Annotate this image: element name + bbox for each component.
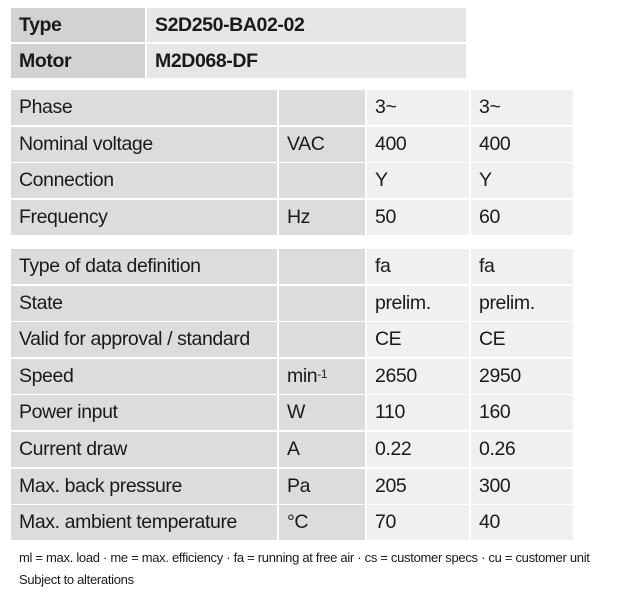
value-1: fa bbox=[367, 249, 469, 284]
value-2: 40 bbox=[471, 505, 573, 541]
value-1: 110 bbox=[367, 395, 469, 431]
value-1: 70 bbox=[367, 505, 469, 541]
unit: Hz bbox=[279, 199, 365, 235]
row-label: Max. ambient temperature bbox=[11, 505, 277, 541]
row-label: Frequency bbox=[11, 199, 277, 235]
value-1: 0.22 bbox=[367, 432, 469, 467]
unit: W bbox=[279, 395, 365, 431]
row-label: State bbox=[11, 285, 277, 321]
row-label: Connection bbox=[11, 163, 277, 199]
value-1: 50 bbox=[367, 199, 469, 235]
value-2: 3~ bbox=[471, 90, 573, 125]
value-1: Y bbox=[367, 163, 469, 199]
value-1: prelim. bbox=[367, 285, 469, 321]
row-label: Valid for approval / standard bbox=[11, 322, 277, 358]
footnote: Subject to alterations bbox=[19, 572, 134, 587]
value-2: 400 bbox=[471, 126, 573, 162]
value-2: 60 bbox=[471, 199, 573, 235]
unit: A bbox=[279, 432, 365, 467]
value-1: CE bbox=[367, 322, 469, 358]
value-2: 300 bbox=[471, 468, 573, 504]
value-2: 2950 bbox=[471, 358, 573, 394]
header-label: Motor bbox=[11, 44, 145, 78]
unit: Pa bbox=[279, 468, 365, 504]
unit: °C bbox=[279, 505, 365, 541]
unit-base: min bbox=[287, 364, 318, 387]
unit-exponent: -1 bbox=[317, 367, 328, 382]
value-2: 0.26 bbox=[471, 432, 573, 467]
row-label: Type of data definition bbox=[11, 249, 277, 284]
value-2: CE bbox=[471, 322, 573, 358]
header-label: Type bbox=[11, 8, 145, 42]
row-label: Current draw bbox=[11, 432, 277, 467]
value-1: 205 bbox=[367, 468, 469, 504]
row-label: Phase bbox=[11, 90, 277, 125]
header-value: S2D250-BA02-02 bbox=[147, 8, 466, 42]
value-2: Y bbox=[471, 163, 573, 199]
unit: min -1 bbox=[279, 358, 365, 394]
row-label: Speed bbox=[11, 358, 277, 394]
value-1: 400 bbox=[367, 126, 469, 162]
row-label: Power input bbox=[11, 395, 277, 431]
unit-empty bbox=[279, 90, 365, 125]
row-label: Nominal voltage bbox=[11, 126, 277, 162]
footnote: ml = max. load · me = max. efficiency · … bbox=[19, 550, 590, 565]
header-value: M2D068-DF bbox=[147, 44, 466, 78]
value-1: 3~ bbox=[367, 90, 469, 125]
unit: VAC bbox=[279, 126, 365, 162]
unit-empty bbox=[279, 322, 365, 358]
row-label: Max. back pressure bbox=[11, 468, 277, 504]
value-1: 2650 bbox=[367, 358, 469, 394]
unit-empty bbox=[279, 249, 365, 284]
unit-empty bbox=[279, 163, 365, 199]
value-2: 160 bbox=[471, 395, 573, 431]
unit-empty bbox=[279, 285, 365, 321]
value-2: prelim. bbox=[471, 285, 573, 321]
value-2: fa bbox=[471, 249, 573, 284]
